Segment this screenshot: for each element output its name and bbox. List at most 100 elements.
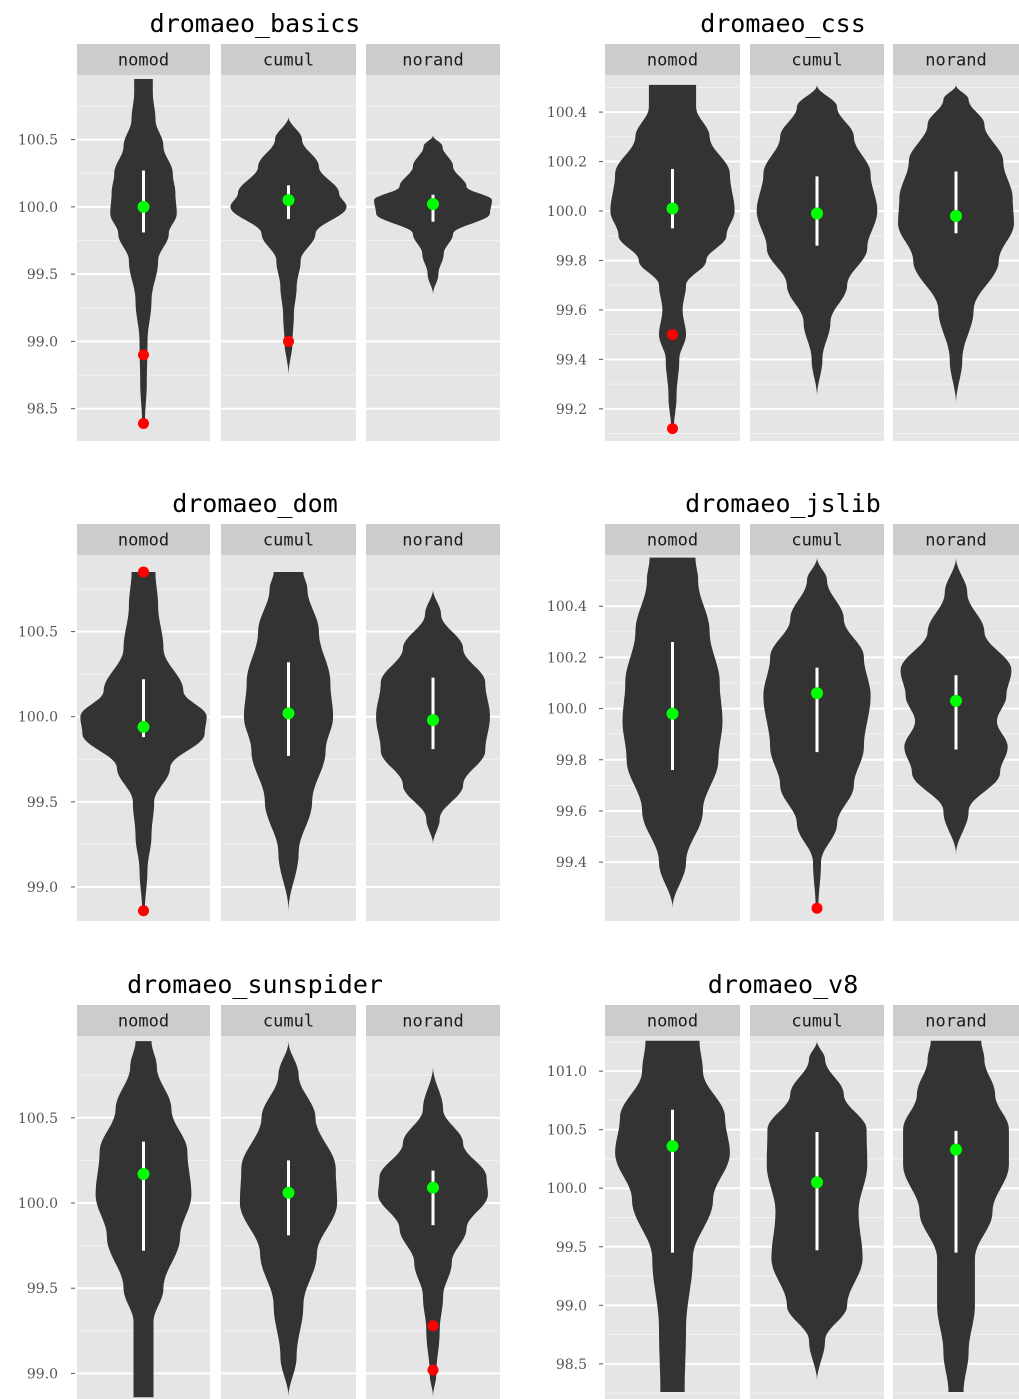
outlier-point — [427, 1320, 439, 1332]
facet-label: cumul — [263, 51, 314, 71]
chart-title: dromaeo_sunspider — [127, 970, 383, 999]
y-tick-label: 99.5 — [556, 1240, 587, 1256]
facet-strip — [77, 44, 210, 75]
y-tick-label: 99.0 — [556, 1298, 587, 1314]
facet-label: cumul — [263, 531, 314, 551]
median-point — [666, 1140, 679, 1153]
facet-norand: norand — [893, 44, 1019, 441]
y-tick-label: 99.5 — [27, 1281, 58, 1297]
median-point — [427, 1181, 439, 1194]
chart-title: dromaeo_dom — [172, 489, 338, 518]
chart-title: dromaeo_basics — [150, 9, 361, 38]
facet-strip — [750, 1005, 884, 1036]
facet-label: nomod — [118, 51, 169, 71]
facet-strip — [366, 1005, 500, 1036]
y-tick-label: 100.4 — [547, 599, 587, 615]
y-tick-label: 99.8 — [556, 753, 587, 769]
median-point — [950, 694, 962, 707]
facet-nomod: nomod — [77, 524, 210, 921]
median-point — [811, 687, 823, 700]
facet-label: cumul — [791, 531, 842, 551]
outlier-point — [667, 423, 678, 435]
violin-norand — [898, 84, 1014, 404]
violin-norand — [378, 1066, 488, 1398]
y-tick-label: 99.4 — [556, 352, 587, 368]
facet-label: nomod — [647, 1012, 698, 1032]
facet-strip — [77, 524, 210, 555]
facet-label: norand — [402, 531, 463, 551]
median-point — [666, 707, 679, 720]
y-tick-label: 100.4 — [547, 105, 587, 121]
y-tick-label: 100.2 — [547, 650, 587, 666]
facet-cumul: cumul — [221, 524, 356, 921]
y-tick-label: 100.0 — [18, 200, 58, 216]
outlier-point — [138, 566, 149, 578]
facet-cumul: cumul — [221, 1005, 356, 1399]
facet-cumul: cumul — [750, 524, 884, 921]
facet-label: norand — [402, 1012, 463, 1032]
y-tick-label: 100.5 — [547, 1123, 587, 1139]
median-point — [811, 207, 823, 220]
y-tick-label: 100.0 — [547, 1181, 587, 1197]
facet-label: norand — [402, 51, 463, 71]
facet-strip — [605, 44, 740, 75]
facet-strip — [366, 44, 500, 75]
y-tick-label: 99.2 — [556, 402, 587, 418]
facet-label: norand — [925, 531, 986, 551]
median-point — [666, 202, 679, 215]
median-point — [282, 1186, 295, 1199]
facet-label: nomod — [647, 531, 698, 551]
y-tick-label: 100.5 — [18, 1111, 58, 1127]
facet-label: norand — [925, 1012, 986, 1032]
facet-strip — [77, 1005, 210, 1036]
median-point — [137, 720, 150, 733]
median-point — [427, 198, 439, 211]
outlier-point — [427, 1364, 439, 1376]
facet-norand: norand — [366, 524, 500, 921]
facet-label: norand — [925, 51, 986, 71]
facet-cumul: cumul — [750, 1005, 884, 1399]
outlier-point — [138, 349, 149, 361]
y-tick-label: 101.0 — [547, 1064, 587, 1080]
facet-label: cumul — [791, 51, 842, 71]
facet-cumul: cumul — [750, 44, 884, 441]
outlier-point — [138, 905, 149, 917]
y-tick-label: 99.5 — [27, 795, 58, 811]
facet-strip — [366, 524, 500, 555]
facet-norand: norand — [366, 44, 500, 441]
facet-strip — [221, 524, 356, 555]
facet-label: nomod — [118, 1012, 169, 1032]
facet-strip — [221, 1005, 356, 1036]
facet-strip — [605, 524, 740, 555]
median-point — [950, 1143, 962, 1156]
y-tick-label: 99.8 — [556, 253, 587, 269]
outlier-point — [283, 335, 294, 347]
chart-title: dromaeo_css — [700, 9, 866, 38]
facet-nomod: nomod — [77, 1005, 210, 1399]
y-tick-label: 98.5 — [27, 402, 58, 418]
median-point — [950, 209, 962, 222]
facet-norand: norand — [366, 1005, 500, 1399]
y-tick-label: 99.6 — [556, 303, 587, 319]
facet-label: nomod — [118, 531, 169, 551]
facet-strip — [893, 44, 1019, 75]
y-tick-label: 99.4 — [556, 855, 587, 871]
y-tick-label: 100.5 — [18, 625, 58, 641]
facet-label: cumul — [791, 1012, 842, 1032]
y-tick-label: 99.0 — [27, 334, 58, 350]
facet-strip — [221, 44, 356, 75]
y-tick-label: 100.5 — [18, 133, 58, 149]
y-tick-label: 99.0 — [27, 1366, 58, 1382]
facet-nomod: nomod — [605, 524, 740, 921]
y-tick-label: 100.0 — [18, 710, 58, 726]
y-tick-label: 99.5 — [27, 267, 58, 283]
y-tick-label: 100.0 — [547, 204, 587, 220]
facet-norand: norand — [893, 524, 1019, 921]
